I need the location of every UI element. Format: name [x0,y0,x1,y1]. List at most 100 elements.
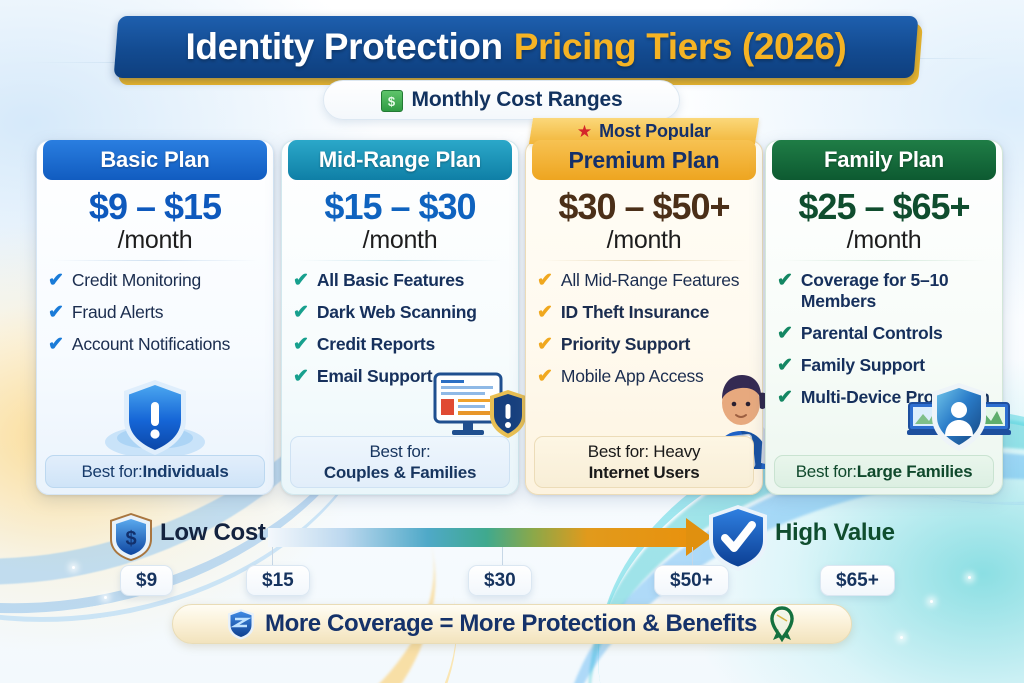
title-accent: Pricing Tiers (2026) [513,26,847,67]
feature-list-mid-range: ✔ All Basic Features ✔ Dark Web Scanning ✔… [293,270,511,398]
badge-label: Most Popular [599,120,711,141]
check-icon: ✔ [777,323,793,344]
footer-banner: More Coverage = More Protection & Benefi… [172,604,852,644]
feature-label: Parental Controls [800,323,943,343]
card-surface [281,140,519,495]
sparkle-icon [968,576,971,579]
feature-label: Email Support [316,366,433,386]
card-divider [781,260,987,261]
scale-marker-1: $9 [120,565,174,596]
plan-period-basic: /month [117,226,193,254]
list-item: ✔ All Mid-Range Features [537,270,755,291]
feature-label: Dark Web Scanning [316,302,477,322]
best-for-prefix: Best for: [81,461,143,481]
sparkle-icon [72,566,75,569]
scale-tick [272,547,273,569]
card-divider [52,260,258,261]
feature-label: Mobile App Access [560,366,704,386]
list-item: ✔ Credit Monitoring [48,270,266,291]
check-icon: ✔ [537,366,553,387]
title-main: Identity Protection [185,26,504,67]
page-title: Identity Protection Pricing Tiers (2026) [113,16,923,85]
best-for-prefix: Best for: [369,442,431,461]
list-item: ✔ Dark Web Scanning [293,302,511,323]
check-icon: ✔ [293,366,309,387]
scale-right-label: High Value [775,519,895,546]
scale-marker-4: $50+ [654,565,729,596]
list-item: ✔ Priority Support [537,334,755,355]
sparkle-icon [930,600,933,603]
scale-arrow-head [686,518,712,556]
feature-list-basic: ✔ Credit Monitoring ✔ Fraud Alerts ✔ Accoun… [48,270,266,366]
plan-card-basic[interactable]: Basic Plan $9 – $15 /month ✔ Credit Monit… [36,140,274,495]
list-item: ✔ Credit Reports [293,334,511,355]
list-item: ✔ Mobile App Access [537,366,755,387]
check-icon: ✔ [48,334,64,355]
money-bill-icon [380,88,403,112]
subtitle-text: Monthly Cost Ranges [411,88,623,111]
green-ribbon-icon [767,606,797,643]
list-item: ✔ Coverage for 5–10 Members [777,270,995,312]
list-item: ✔ Parental Controls [777,323,995,344]
feature-label: Priority Support [560,334,691,354]
feature-label: Fraud Alerts [71,302,164,322]
plan-name-family: Family Plan [772,140,996,180]
plan-price-family: $25 – $65+ [798,186,970,227]
feature-label: Family Support [800,355,925,375]
best-for-value: Internet Users [588,463,700,482]
check-icon: ✔ [777,387,793,408]
check-icon: ✔ [537,334,553,355]
plan-price-mid-range: $15 – $30 [324,186,476,227]
check-icon: ✔ [48,302,64,323]
scale-left-label: Low Cost [160,519,266,546]
feature-label: Credit Reports [316,334,435,354]
plan-period-premium: /month [606,226,682,254]
check-icon: ✔ [293,302,309,323]
blue-shield-icon [227,608,255,640]
scale-marker-3: $30 [468,565,532,596]
plan-card-family[interactable]: Family Plan $25 – $65+ /month ✔ Coverage … [765,140,1011,495]
scale-arrow-track [268,528,688,547]
feature-label: All Basic Features [316,270,465,290]
check-icon: ✔ [537,270,553,291]
list-item: ✔ Family Support [777,355,995,376]
scale-tick [502,547,503,569]
feature-label: Multi-Device Protection [800,387,990,407]
plan-period-family: /month [846,226,922,254]
check-icon: ✔ [777,270,793,291]
title-text: Identity Protection Pricing Tiers (2026) [116,16,916,78]
plan-name-basic: Basic Plan [43,140,267,180]
best-for-mid-range: Best for: Couples & Families [290,436,510,488]
best-for-family: Best for: Large Families [774,455,994,488]
sparkle-icon [900,636,903,639]
plan-name-mid-range: Mid-Range Plan [288,140,512,180]
card-divider [541,260,747,261]
scale-marker-5: $65+ [820,565,895,596]
footer-text: More Coverage = More Protection & Benefi… [265,610,757,637]
best-for-value: Couples & Families [323,463,477,482]
list-item: ✔ Email Support [293,366,511,387]
feature-list-family: ✔ Coverage for 5–10 Members ✔ Parental Con… [777,270,995,419]
plan-card-mid-range[interactable]: Mid-Range Plan $15 – $30 /month ✔ All Bas… [281,140,526,495]
feature-label: Account Notifications [71,334,231,354]
plan-name-premium: Premium Plan [532,140,756,180]
sparkle-icon [104,596,107,599]
best-for-value: Large Families [856,461,973,481]
list-item: ✔ All Basic Features [293,270,511,291]
feature-label: All Mid-Range Features [560,270,740,290]
best-for-premium: Best for: Heavy Internet Users [534,436,754,488]
plan-period-mid-range: /month [362,226,438,254]
list-item: ✔ Multi-Device Protection [777,387,995,408]
feature-label: Coverage for 5–10 Members [800,270,949,311]
feature-list-premium: ✔ All Mid-Range Features ✔ ID Theft Insura… [537,270,755,398]
best-for-prefix: Best for: [795,461,857,481]
subtitle-pill: Monthly Cost Ranges [323,80,680,120]
plan-price-premium: $30 – $50+ [558,186,730,227]
best-for-value: Individuals [142,461,229,481]
feature-label: ID Theft Insurance [560,302,710,322]
value-scale: $ Low Cost High Value [0,505,1024,571]
scale-marker-2: $15 [246,565,310,596]
plan-card-premium[interactable]: ★ Most Popular Premium Plan $30 – $50+ /… [525,118,775,495]
check-icon: ✔ [48,270,64,291]
